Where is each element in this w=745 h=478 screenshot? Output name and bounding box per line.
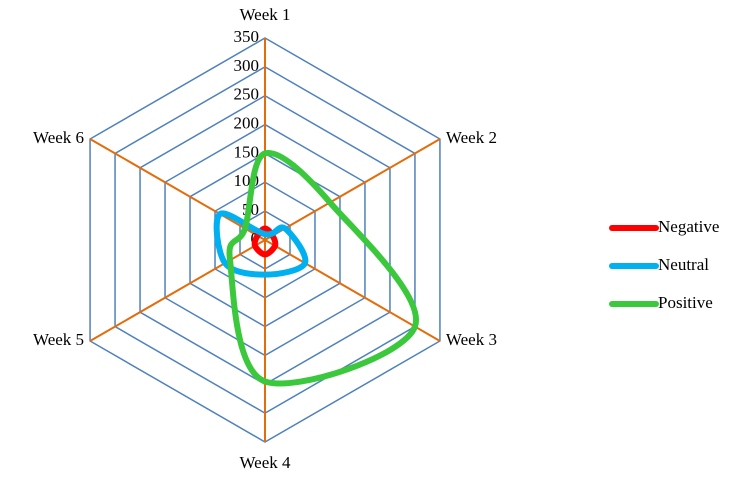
axis-spoke [264, 138, 441, 241]
axis-spoke [89, 138, 266, 241]
category-label: Week 4 [239, 453, 291, 472]
legend-label: Neutral [658, 255, 709, 274]
category-label: Week 1 [239, 5, 290, 24]
y-tick-label: 150 [234, 142, 260, 161]
category-label: Week 2 [446, 128, 497, 147]
y-tick-label: 350 [234, 27, 260, 46]
category-label: Week 3 [446, 330, 497, 349]
legend-label: Negative [658, 217, 719, 236]
y-tick-label: 250 [234, 85, 260, 104]
axis-spoke [264, 239, 441, 342]
category-label: Week 6 [33, 128, 84, 147]
category-label: Week 5 [33, 330, 84, 349]
axis-spoke [89, 239, 266, 342]
legend-label: Positive [658, 293, 713, 312]
y-tick-label: 300 [234, 56, 260, 75]
series-line [226, 149, 420, 387]
series-line [213, 210, 309, 278]
y-tick-label: 200 [234, 113, 260, 132]
